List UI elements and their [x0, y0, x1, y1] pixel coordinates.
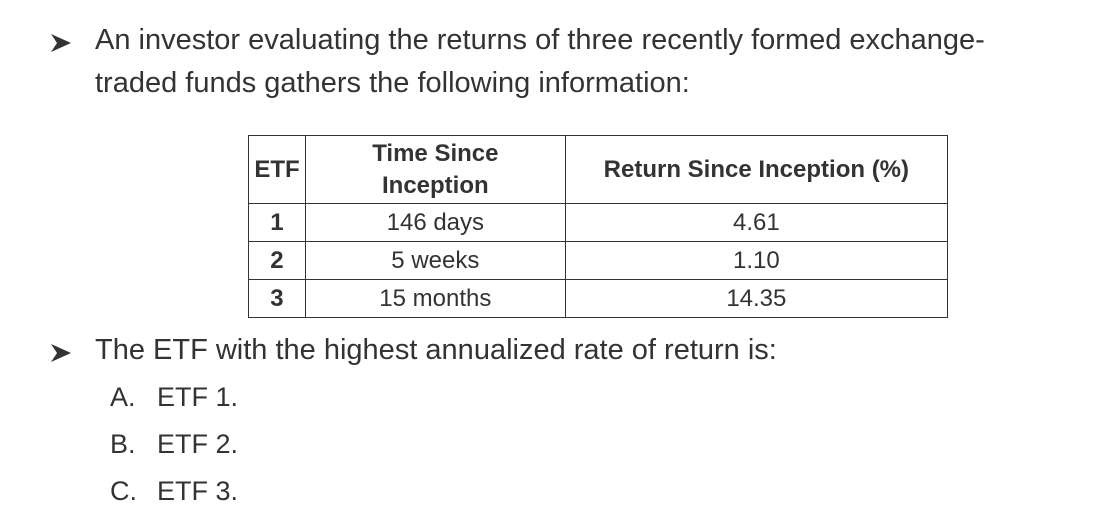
intro-line: traded funds gathers the following infor… — [95, 67, 690, 99]
option-letter: B. — [110, 429, 136, 459]
header-cell: Return Since Inception (%) — [564, 135, 949, 204]
cell: 2 — [248, 241, 306, 280]
prompt: The ETF with the highest annualized rate… — [95, 334, 777, 366]
intro-line: An investor evaluating the returns of th… — [95, 24, 985, 56]
cell: 146 days — [304, 203, 566, 242]
option-letter: C. — [110, 476, 137, 506]
row: 1 146 days 4.61 — [248, 203, 949, 242]
option-text: ETF 2. — [157, 429, 239, 459]
option-text: ETF 1. — [157, 382, 239, 412]
row: 2 5 weeks 1.10 — [248, 241, 949, 280]
cell: 3 — [248, 279, 306, 318]
option-letter: A. — [110, 382, 136, 412]
cell: 14.35 — [564, 279, 949, 318]
cell: 4.61 — [564, 203, 949, 242]
cell: 1 — [248, 203, 306, 242]
cell: 1.10 — [564, 241, 949, 280]
cell: 15 months — [304, 279, 566, 318]
header-cell: Time Since Inception — [304, 135, 566, 204]
header-cell: ETF — [248, 135, 306, 204]
header-text: Time Since Inception — [372, 139, 499, 199]
bullet-icon — [51, 344, 71, 362]
bullet-icon — [51, 34, 71, 52]
option-text: ETF 3. — [157, 476, 239, 506]
data-table: ETF Time Since Inception Return Since In… — [248, 135, 949, 318]
cell: 5 weeks — [304, 241, 566, 280]
row: 3 15 months 14.35 — [248, 279, 949, 318]
header-row: ETF Time Since Inception Return Since In… — [248, 135, 949, 204]
